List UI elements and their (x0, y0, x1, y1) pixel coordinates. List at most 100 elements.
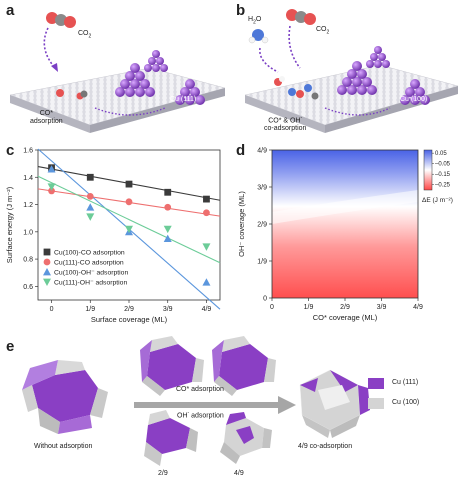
chart-c-point (164, 203, 172, 211)
chart-c-xlabel: Surface coverage (ML) (91, 315, 168, 324)
chart-c-legend-marker (43, 268, 51, 276)
chart-c-ylabel: Surface energy (J m⁻²) (5, 186, 14, 263)
panel-b-site-label: CO* & OH-co-adsorption (264, 115, 307, 133)
chart-c-point (125, 225, 133, 234)
surface-energy-chart: 0.6 0.8 1.0 1.2 1.4 1.6 0 1/9 2/9 3/9 4/9 Surface c… (5, 148, 221, 324)
chart-c-point (203, 209, 210, 217)
heatmap-zero-band (272, 190, 418, 224)
chart-c-point (203, 195, 210, 203)
panel-a-illustration (9, 12, 226, 133)
chart-d-ylabel: OH⁻ coverage (ML) (237, 191, 246, 257)
cu-cluster-large (115, 63, 155, 97)
panel-letter-d: d (236, 142, 246, 159)
chart-c-point (47, 183, 56, 191)
legend-swatch-cu100 (368, 398, 384, 409)
chart-c-legend-label: Cu(111)-OH⁻ adsorption (54, 280, 127, 287)
chart-c-ytick-label: 1.6 (23, 148, 33, 155)
chart-c-point (86, 213, 95, 221)
colorbar-tick-label: 0.05 (435, 151, 447, 157)
chart-d-ytick-label: 1/9 (257, 259, 267, 266)
panel-letter-e: e (6, 338, 15, 355)
crystal-without-adsorption (22, 360, 108, 434)
cu-cluster-small (144, 50, 168, 72)
crystal-co-adsorption (299, 369, 370, 438)
chart-c-ytick-label: 1.4 (23, 175, 33, 182)
chart-c-xtick-label: 2/9 (124, 306, 134, 313)
chart-c-point (163, 234, 172, 243)
cu-cluster-b-right (400, 79, 430, 105)
migration-arrow-a (94, 107, 166, 116)
panel-b-h2o-label: H2O (248, 16, 262, 26)
label-oh-adsorption: OH- adsorption (177, 410, 224, 420)
panel-letter-c: c (6, 142, 15, 159)
coverage-heatmap: 0 1/9 2/9 3/9 4/9 0 1/9 2/9 3/9 4/9 CO* coverage (… (237, 148, 453, 323)
chart-c-legend-label: Cu(100)-CO adsorption (54, 250, 125, 257)
legend-swatch-cu111 (368, 378, 384, 389)
crystal-oh-2-9 (144, 410, 198, 466)
panel-b-facet-label: Cu (100) (400, 96, 428, 103)
chart-c-point (164, 188, 172, 196)
chart-c-ytick-label: 0.6 (23, 284, 33, 291)
adsorbed-species-b (274, 76, 319, 100)
chart-c-legend-label: Cu(100)-OH⁻ adsorption (54, 270, 128, 277)
chart-c-point (86, 173, 94, 181)
panel-b-co2-label: CO2 (316, 26, 330, 36)
panel-letter-a: a (6, 2, 15, 19)
chart-c-point (86, 203, 95, 211)
h2o-molecule (248, 29, 269, 44)
panel-letter-b: b (236, 2, 246, 19)
chart-c-legend-label: Cu(111)-CO adsorption (54, 260, 124, 267)
colorbar (423, 149, 433, 191)
co2-arrow (43, 27, 56, 69)
label-4-9: 4/9 (234, 470, 244, 477)
panel-a-facet-label: Cu (111) (170, 96, 197, 103)
transition-arrow (134, 396, 296, 414)
chart-c-ytick-label: 1.0 (23, 229, 33, 236)
chart-c-point (163, 225, 172, 234)
label-co-adsorption: CO* adsorption (176, 386, 224, 393)
chart-d-xtick-label: 1/9 (304, 304, 314, 311)
crystal-co-2-9 (212, 336, 276, 396)
co2-molecule (46, 12, 76, 28)
chart-c-point (47, 165, 56, 173)
chart-d-ytick-label: 0 (263, 296, 267, 303)
label-2-9: 2/9 (158, 470, 168, 477)
cu-cluster-b-top (366, 46, 390, 68)
panel-a-co2-label: CO2 (78, 30, 92, 40)
chart-c-legend-marker (43, 278, 51, 286)
chart-c-xtick-label: 3/9 (163, 306, 173, 313)
chart-c-ytick-label: 1.2 (23, 202, 33, 209)
heatmap-field (272, 150, 418, 298)
label-without-adsorption: Without adsorption (34, 443, 93, 450)
chart-c-ytick-label: 0.8 (23, 257, 33, 264)
chart-d-ytick-label: 2/9 (257, 222, 267, 229)
colorbar-label: ΔE (J m⁻²) (422, 197, 453, 204)
chart-d-ytick-label: 3/9 (257, 185, 267, 192)
crystal-co-1-9 (140, 336, 204, 396)
legend-label-cu100: Cu (100) (392, 399, 420, 406)
crystal-oh-4-9 (220, 412, 272, 464)
colorbar-tick-label: –0.15 (435, 172, 451, 178)
adsorbed-co (56, 89, 88, 100)
chart-c-xtick-label: 1/9 (85, 306, 95, 313)
chart-c-xtick-label: 4/9 (202, 306, 212, 313)
panel-b-illustration (244, 9, 459, 133)
colorbar-tick-label: –0.05 (435, 162, 451, 168)
colorbar-tick-label: –0.25 (435, 183, 451, 189)
chart-c-point (48, 187, 55, 195)
crystal-shapes-illustration (22, 336, 384, 466)
chart-c-fit-line (37, 175, 221, 264)
co2-molecule-b (286, 9, 316, 25)
chart-c-point (125, 180, 133, 188)
label-co-adsorption-result: 4/9 co-adsorption (298, 443, 353, 450)
cu-cluster-b-left (337, 61, 377, 95)
cu-cluster-right (175, 79, 205, 105)
chart-c-point (86, 192, 94, 200)
chart-d-xtick-label: 3/9 (377, 304, 387, 311)
chart-c-xtick-label: 0 (50, 306, 54, 313)
chart-c-legend-marker (43, 258, 51, 266)
chart-d-ytick-label: 4/9 (257, 148, 267, 155)
chart-c-point (202, 243, 211, 251)
panel-a-site-label: CO* adsorption (30, 110, 63, 125)
chart-c-legend-marker (43, 248, 51, 256)
